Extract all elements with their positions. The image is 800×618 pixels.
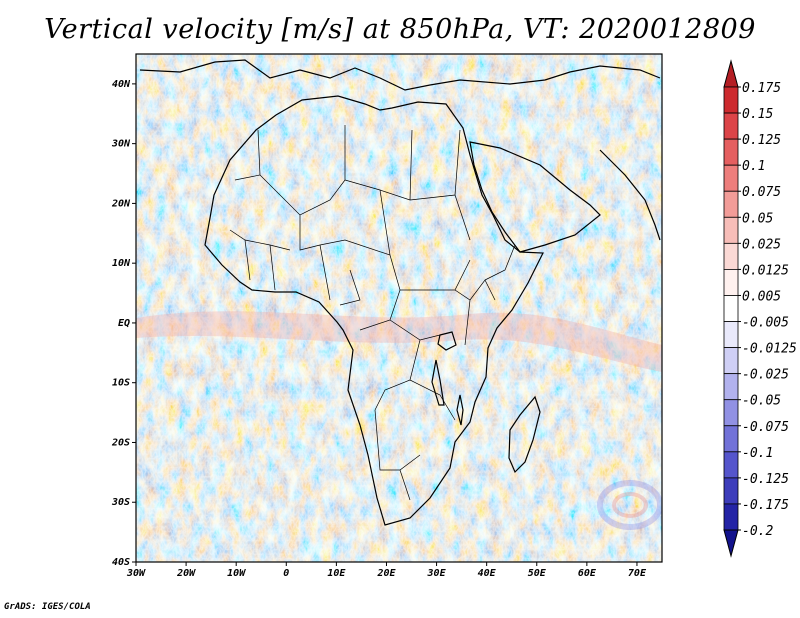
plot-frame — [135, 53, 663, 563]
lon-tick-label: 50E — [528, 568, 547, 579]
colorbar-swatch — [723, 321, 739, 348]
colorbar-label: -0.175 — [742, 498, 789, 513]
colorbar-swatch — [723, 216, 739, 244]
lon-tick-label: 10W — [227, 568, 246, 579]
lat-tick-label: 30S — [111, 497, 130, 508]
colorbar-swatch — [723, 451, 739, 479]
colorbar-label: 0.05 — [742, 211, 773, 226]
lat-tick-label: 10N — [112, 258, 131, 269]
lake-victoria — [437, 331, 457, 351]
lon-tick-label: 10E — [327, 568, 346, 579]
lon-tick-label: 0 — [283, 568, 289, 579]
colorbar-label: 0.075 — [742, 185, 781, 200]
colorbar-label: -0.005 — [742, 316, 789, 331]
colorbar-label: -0.05 — [742, 394, 781, 409]
footer-credit: GrADS: IGES/COLA — [4, 602, 91, 612]
colorbar-label: 0.175 — [742, 81, 781, 96]
colorbar-arrow-down-icon — [723, 529, 739, 558]
lon-tick-label: 40E — [478, 568, 497, 579]
colorbar-label: 0.025 — [742, 237, 781, 252]
colorbar: 0.175 0.15 0.125 0.1 0.075 0.05 0.025 0.0125 0.0… — [723, 59, 797, 558]
chart-title: Vertical velocity [m/s] at 850hPa, VT: 2… — [44, 14, 756, 45]
colorbar-label: 0.005 — [742, 289, 781, 304]
colorbar-swatch — [723, 295, 739, 322]
colorbar-label: -0.125 — [742, 472, 789, 487]
colorbar-label: -0.075 — [742, 420, 789, 435]
colorbar-label: 0.125 — [742, 133, 781, 148]
lon-tick-label: 20W — [176, 568, 196, 579]
colorbar-swatch — [723, 477, 739, 505]
colorbar-swatch — [723, 190, 739, 218]
colorbar-label: 0.0125 — [742, 263, 789, 278]
country-borders — [229, 125, 516, 501]
colorbar-swatch — [723, 138, 739, 166]
colorbar-label: -0.2 — [742, 524, 773, 539]
lake-tanganyika — [431, 359, 445, 406]
colorbar-swatch — [723, 242, 739, 270]
europe-coastline — [139, 59, 661, 91]
colorbar-swatch — [723, 269, 739, 296]
africa-coastline — [204, 95, 544, 526]
lat-tick-label: 20S — [111, 437, 130, 448]
lon-tick-label: 30W — [126, 568, 146, 579]
lon-tick-label: 20E — [376, 568, 396, 579]
colorbar-swatch — [723, 164, 739, 192]
lat-tick-label: 30N — [111, 139, 131, 150]
madagascar-coastline — [508, 395, 541, 474]
coastlines — [139, 59, 661, 526]
lat-tick-label: 40N — [112, 79, 131, 90]
colorbar-label: 0.15 — [742, 107, 773, 122]
colorbar-swatch — [723, 399, 739, 427]
lat-tick-label: 20N — [111, 198, 131, 209]
colorbar-swatch — [723, 503, 739, 531]
colorbar-label: -0.0125 — [742, 342, 797, 357]
lon-tick-label: 30E — [427, 568, 447, 579]
longitude-axis: 30W 20W 10W 0 10E 20E 30E 40E 50E 60E 70E — [126, 562, 647, 579]
india-coastline — [599, 149, 661, 241]
colorbar-label: -0.025 — [742, 368, 789, 383]
lat-tick-label: EQ — [118, 318, 130, 329]
lon-tick-label: 70E — [628, 568, 647, 579]
lon-tick-label: 60E — [578, 568, 597, 579]
arabia-coastline — [469, 141, 601, 253]
colorbar-swatch — [723, 112, 739, 140]
colorbar-swatch — [723, 86, 739, 114]
lat-tick-label: 10S — [112, 378, 130, 389]
colorbar-label: -0.1 — [742, 446, 773, 461]
latitude-axis: 40N 30N 20N 10N EQ 10S 20S 30S 40S — [111, 79, 136, 568]
lat-tick-label: 40S — [112, 557, 130, 568]
colorbar-swatch — [723, 347, 739, 375]
lake-malawi — [456, 394, 464, 426]
colorbar-label: 0.1 — [742, 159, 765, 174]
vertical-velocity-field — [136, 54, 662, 562]
colorbar-arrow-up-icon — [723, 59, 739, 88]
colorbar-swatch — [723, 373, 739, 401]
colorbar-swatch — [723, 425, 739, 453]
